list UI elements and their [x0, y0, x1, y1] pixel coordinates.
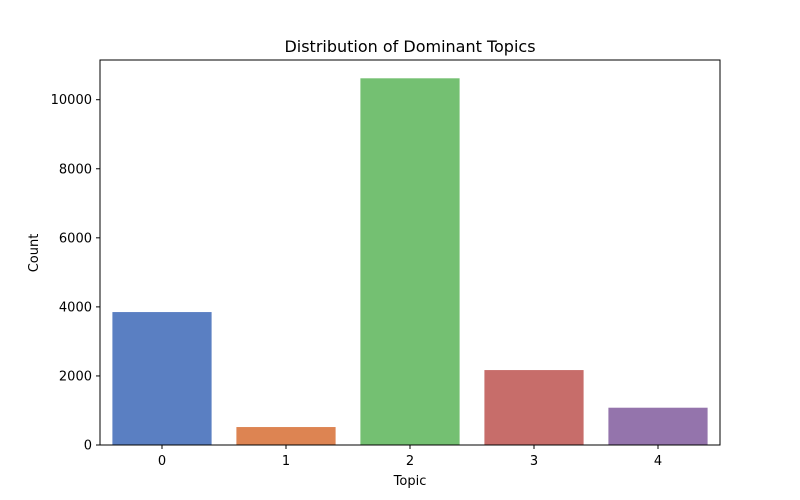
bar-topic-2	[360, 78, 460, 445]
x-tick-label: 3	[530, 454, 538, 469]
x-tick-label: 4	[654, 454, 662, 469]
x-axis-label: Topic	[393, 474, 427, 489]
plot-area: 0 2000 4000 6000 8000 10000 0 1 2 3 4	[51, 59, 721, 469]
y-tick-label: 6000	[59, 231, 92, 246]
y-tick-label: 2000	[59, 369, 92, 384]
chart-title: Distribution of Dominant Topics	[284, 37, 535, 56]
y-tick-label: 0	[84, 439, 92, 454]
bar-topic-3	[484, 370, 584, 445]
y-tick-label: 4000	[59, 300, 92, 315]
bar-topic-1	[236, 427, 336, 445]
x-tick-label: 0	[158, 454, 166, 469]
y-axis-label: Count	[27, 234, 42, 273]
x-tick-label: 2	[406, 454, 414, 469]
bar-topic-0	[112, 312, 212, 445]
x-tick-label: 1	[282, 454, 290, 469]
y-tick-label: 8000	[59, 162, 92, 177]
y-tick-label: 10000	[51, 93, 92, 108]
bar-topic-4	[608, 407, 708, 445]
